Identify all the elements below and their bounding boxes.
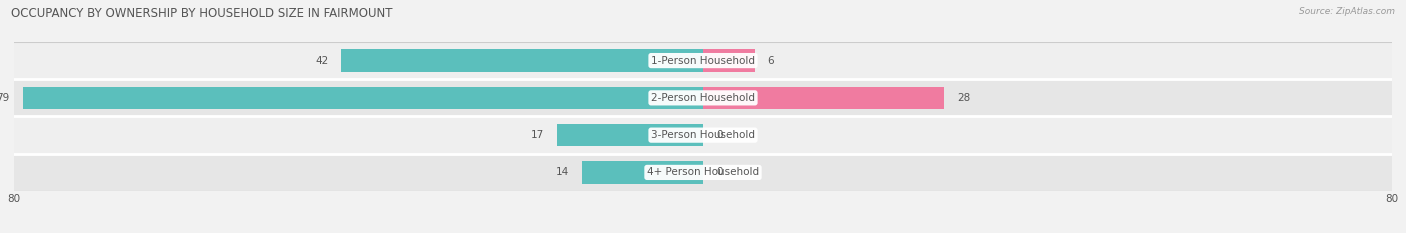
Text: 17: 17 bbox=[530, 130, 544, 140]
Bar bbox=[14, 154, 1392, 191]
Text: 3-Person Household: 3-Person Household bbox=[651, 130, 755, 140]
Text: 28: 28 bbox=[957, 93, 970, 103]
Bar bbox=[14, 42, 1392, 79]
Text: 4+ Person Household: 4+ Person Household bbox=[647, 168, 759, 177]
Text: 79: 79 bbox=[0, 93, 10, 103]
Bar bbox=[342, 49, 703, 72]
Bar bbox=[703, 49, 755, 72]
Text: 6: 6 bbox=[768, 56, 775, 65]
Bar bbox=[14, 79, 1392, 116]
Bar bbox=[557, 124, 703, 146]
Text: Source: ZipAtlas.com: Source: ZipAtlas.com bbox=[1299, 7, 1395, 16]
Text: OCCUPANCY BY OWNERSHIP BY HOUSEHOLD SIZE IN FAIRMOUNT: OCCUPANCY BY OWNERSHIP BY HOUSEHOLD SIZE… bbox=[11, 7, 392, 20]
Text: 0: 0 bbox=[716, 168, 723, 177]
Bar bbox=[582, 161, 703, 184]
Text: 42: 42 bbox=[315, 56, 329, 65]
Bar bbox=[22, 87, 703, 109]
Bar bbox=[703, 87, 945, 109]
Text: 2-Person Household: 2-Person Household bbox=[651, 93, 755, 103]
Text: 1-Person Household: 1-Person Household bbox=[651, 56, 755, 65]
Text: 0: 0 bbox=[716, 130, 723, 140]
Bar bbox=[14, 116, 1392, 154]
Text: 14: 14 bbox=[557, 168, 569, 177]
